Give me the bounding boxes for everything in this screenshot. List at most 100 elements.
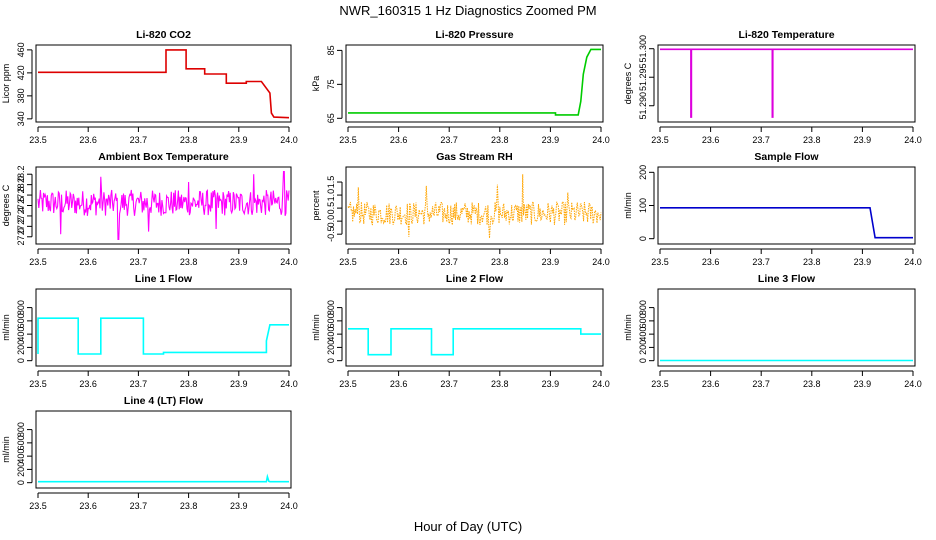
y-tick-label: 51.295 [638, 63, 648, 91]
y-tick-label: 0.0 [326, 215, 336, 228]
x-tick-label: 23.8 [180, 501, 198, 511]
y-tick-label: 27.8 [16, 186, 26, 204]
x-tick-label: 23.5 [651, 257, 669, 267]
series-line [348, 48, 601, 116]
x-tick-label: 24.0 [904, 135, 922, 145]
y-tick-label: 75 [326, 79, 336, 89]
series-line [38, 49, 290, 119]
series-line [37, 317, 289, 355]
y-tick-label: 0 [638, 358, 648, 363]
panel-title: Li-820 Temperature [738, 29, 834, 41]
y-tick-label: 0 [16, 358, 26, 363]
y-tick-label: 400 [16, 449, 26, 464]
y-tick-label: 800 [16, 300, 26, 315]
plot-frame [35, 288, 292, 367]
x-tick-label: 23.6 [79, 135, 97, 145]
y-tick-label: 100 [638, 198, 648, 213]
x-tick-label: 23.6 [702, 257, 720, 267]
y-tick-label: 85 [326, 45, 336, 55]
series-points [347, 174, 602, 239]
x-tick-label: 23.9 [542, 379, 560, 389]
x-tick-label: 24.0 [592, 135, 610, 145]
x-tick-label: 24.0 [280, 379, 298, 389]
plot-frame [35, 166, 292, 245]
x-tick-label: 23.8 [491, 135, 509, 145]
x-tick-label: 23.7 [440, 379, 458, 389]
panel-7: Line 1 Flow ml/min 23.5 23.6 23.7 23.8 23.9 24.… [1, 273, 298, 389]
y-tick-label: 800 [326, 300, 336, 315]
y-tick-label: 600 [326, 313, 336, 328]
y-tick-label: 200 [638, 340, 648, 355]
y-tick-label: 200 [326, 340, 336, 355]
x-tick-label: 23.5 [29, 257, 47, 267]
y-tick-label: 0 [326, 358, 336, 363]
x-axis-label: Hour of Day (UTC) [414, 519, 522, 534]
x-tick-label: 23.8 [180, 379, 198, 389]
x-tick-label: 24.0 [280, 501, 298, 511]
figure-title: NWR_160315 1 Hz Diagnostics Zoomed PM [339, 3, 596, 18]
panel-3: Li-820 Temperature degrees C 23.5 23.6 23.7 2… [623, 29, 922, 145]
x-tick-label: 23.7 [130, 501, 148, 511]
y-tick-label: 27.4 [16, 207, 26, 225]
y-axis-label: ml/min [623, 314, 633, 341]
panel-title: Sample Flow [754, 151, 819, 163]
panel-10: Line 4 (LT) Flow ml/min 23.5 23.6 23.7 23.8 23… [1, 395, 298, 511]
y-tick-label: 800 [16, 422, 26, 437]
panel-title: Line 2 Flow [446, 273, 504, 285]
x-tick-label: 23.5 [339, 379, 357, 389]
x-tick-label: 23.6 [79, 379, 97, 389]
y-tick-label: 0 [638, 236, 648, 241]
y-axis-label: ml/min [311, 314, 321, 341]
x-tick-label: 23.7 [752, 135, 770, 145]
series-line [348, 327, 601, 356]
y-axis-label: kPa [311, 76, 321, 92]
y-tick-label: 200 [16, 340, 26, 355]
panel-4: Ambient Box Temperature degrees C 23.5 23.6… [1, 151, 298, 267]
x-tick-label: 23.5 [29, 501, 47, 511]
y-tick-label: 400 [326, 327, 336, 342]
panel-title: Ambient Box Temperature [98, 151, 229, 163]
x-tick-label: 23.7 [440, 257, 458, 267]
panel-title: Li-820 Pressure [435, 29, 513, 41]
x-tick-label: 23.6 [702, 379, 720, 389]
x-tick-label: 23.7 [752, 379, 770, 389]
x-tick-label: 23.6 [390, 257, 408, 267]
y-tick-label: 28.0 [16, 176, 26, 194]
y-tick-label: 0.5 [326, 202, 336, 215]
x-tick-label: 24.0 [280, 135, 298, 145]
y-tick-label: 27.6 [16, 197, 26, 215]
y-tick-label: 600 [16, 435, 26, 450]
panel-6: Sample Flow ml/min 23.5 23.6 23.7 23.8 23.9 24.… [623, 151, 922, 267]
y-tick-label: 800 [638, 300, 648, 315]
panel-title: Li-820 CO2 [136, 29, 191, 41]
x-tick-label: 23.8 [803, 135, 821, 145]
plot-frame [35, 410, 292, 489]
y-axis-label: percent [311, 190, 321, 221]
y-tick-label: 200 [638, 165, 648, 180]
y-tick-label: 51.300 [638, 35, 648, 63]
y-tick-label: 27.0 [16, 228, 26, 246]
y-tick-label: -0.5 [326, 226, 336, 242]
x-tick-label: 23.8 [180, 257, 198, 267]
x-tick-label: 23.8 [803, 257, 821, 267]
x-tick-label: 23.9 [854, 135, 872, 145]
y-tick-label: 28.2 [16, 165, 26, 183]
y-axis-label: ml/min [623, 192, 633, 219]
x-tick-label: 23.9 [230, 501, 248, 511]
y-tick-label: 0 [16, 480, 26, 485]
series-line [660, 207, 913, 239]
x-tick-label: 24.0 [280, 257, 298, 267]
y-tick-label: 27.2 [16, 218, 26, 236]
x-tick-label: 23.6 [390, 379, 408, 389]
y-axis-label: degrees C [1, 184, 11, 226]
y-axis-label: ml/min [1, 314, 11, 341]
x-tick-label: 23.6 [390, 135, 408, 145]
x-tick-label: 23.7 [440, 135, 458, 145]
x-tick-label: 23.5 [339, 135, 357, 145]
x-tick-label: 23.5 [339, 257, 357, 267]
y-tick-label: 1.5 [326, 176, 336, 189]
series-line [37, 171, 290, 240]
y-axis-label: ml/min [1, 436, 11, 463]
y-tick-label: 460 [16, 42, 26, 57]
